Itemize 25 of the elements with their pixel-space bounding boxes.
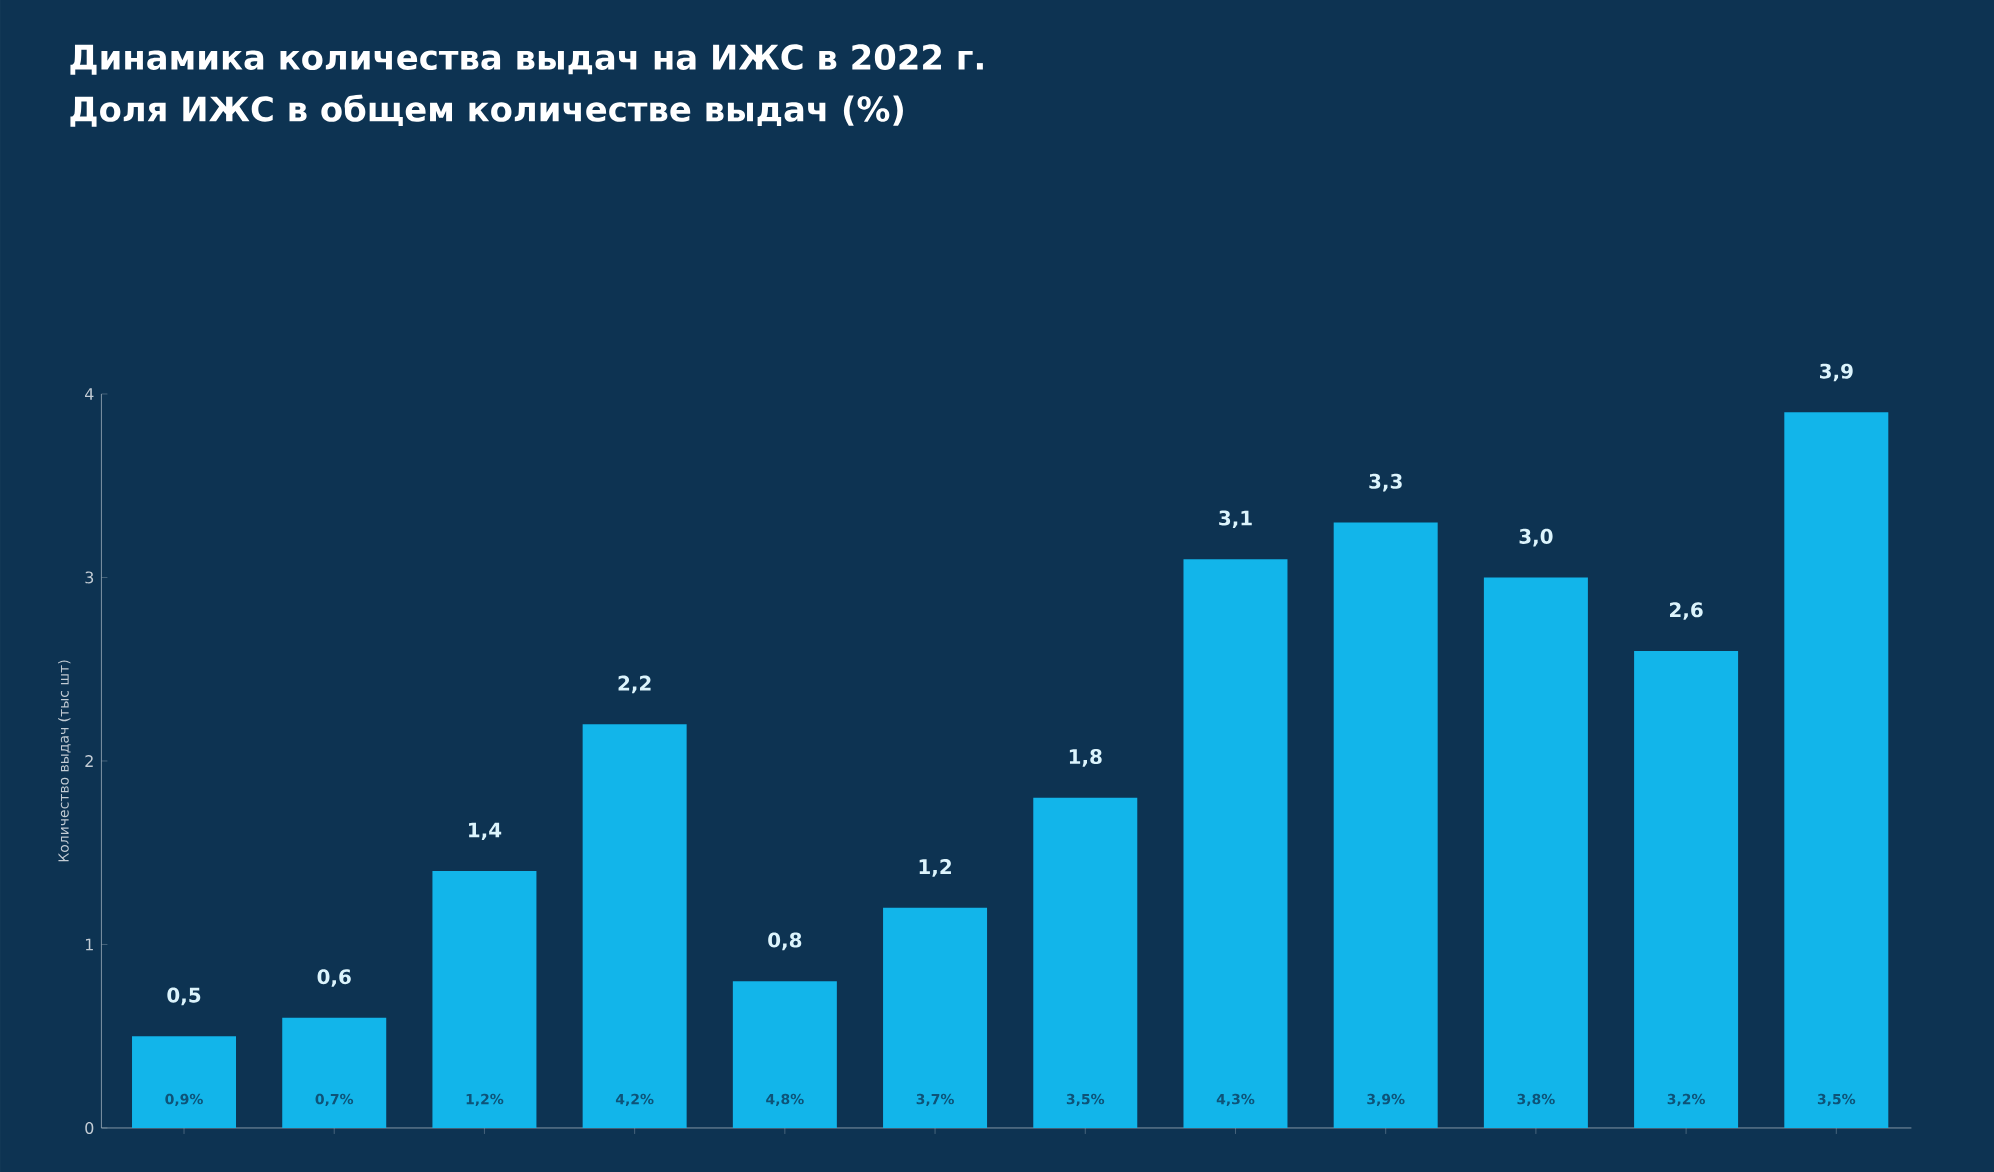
- bar: [282, 1017, 387, 1128]
- data-label: 1,2: [919, 859, 951, 877]
- bar: [1784, 412, 1889, 1128]
- data-label: 0,5: [167, 987, 201, 1006]
- data-label: 3,0: [1519, 528, 1553, 547]
- data-label: 1,8: [1069, 748, 1102, 767]
- chart-title: Динамика количества выдач на ИЖС в 2022 г. Доля ИЖС в общем количестве выдач (%): [70, 44, 983, 127]
- bar: [1033, 797, 1138, 1128]
- bar: [582, 724, 687, 1128]
- data-label: 2,2: [618, 675, 651, 694]
- bar: [883, 907, 988, 1128]
- bar: [1333, 522, 1438, 1128]
- data-label: 3,1: [1219, 510, 1252, 529]
- bar: [1483, 577, 1588, 1128]
- data-label: 0,6: [317, 969, 351, 987]
- data-label: 0,8: [768, 932, 802, 951]
- bar: [1183, 559, 1288, 1128]
- bar: [432, 871, 537, 1128]
- data-label: 3,3: [1369, 473, 1402, 492]
- bar: [732, 981, 837, 1128]
- data-label: 3,9: [1820, 363, 1853, 382]
- data-label: 1,4: [469, 822, 502, 841]
- bar: [132, 1036, 237, 1128]
- data-label: 2,6: [1670, 602, 1703, 620]
- bar: [1634, 650, 1739, 1128]
